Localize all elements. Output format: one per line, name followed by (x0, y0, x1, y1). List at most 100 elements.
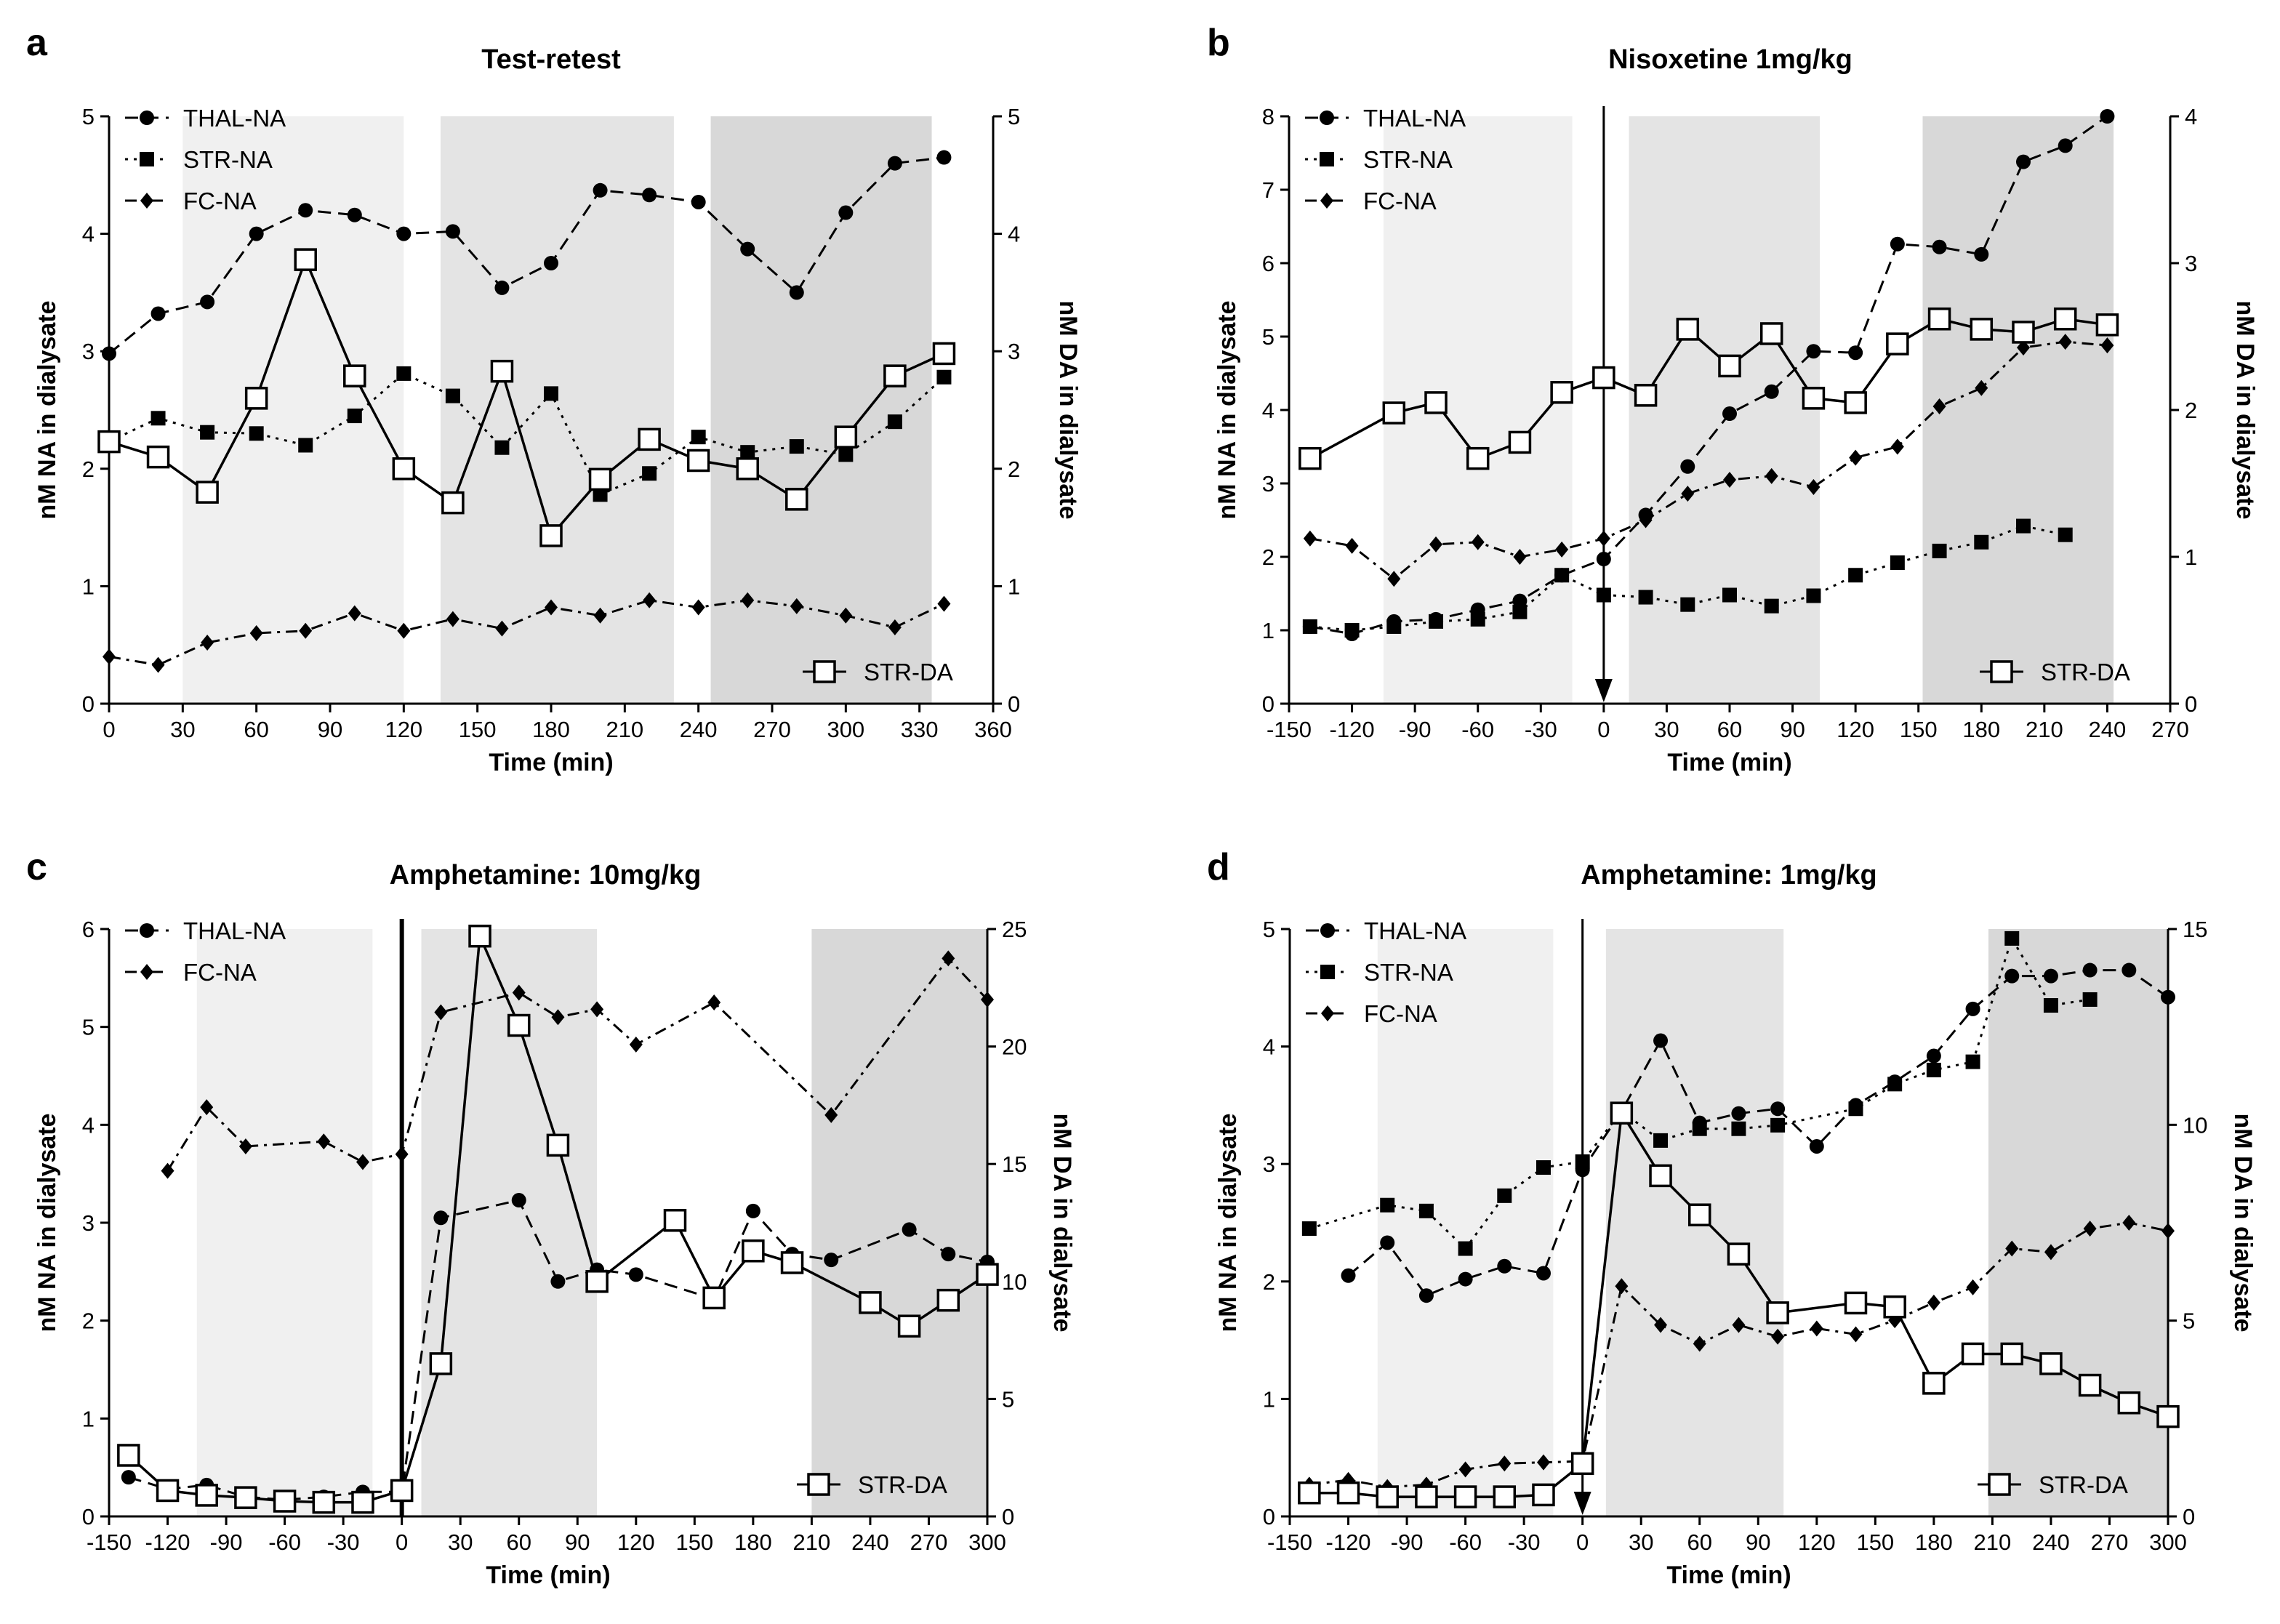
legend-label: STR-NA (1363, 146, 1453, 173)
data-point-thal-na (1965, 1001, 1980, 1016)
y-tick-label: 4 (1262, 398, 1275, 423)
y-tick-label: 2 (1262, 544, 1275, 570)
data-point-fc-na (839, 607, 853, 624)
data-point-str-da (1759, 322, 1783, 345)
y-axis-label: nM NA in dialysate (33, 300, 61, 519)
x-tick-label: 30 (448, 1529, 473, 1555)
y-tick-label: 5 (1263, 917, 1275, 942)
data-point-str-da (351, 1490, 374, 1514)
y-tick-label: 8 (1262, 104, 1275, 129)
y-tick-label: 0 (82, 691, 95, 717)
x-tick-label: 0 (396, 1529, 408, 1555)
data-point-str-da (1844, 391, 1867, 414)
x-tick-label: 210 (2026, 717, 2063, 742)
data-point-str-da (1883, 1295, 1906, 1319)
data-point-str-da (936, 1288, 960, 1312)
data-point-str-na (691, 430, 706, 445)
data-point-str-da (2039, 1352, 2063, 1375)
data-point-thal-na (2058, 138, 2073, 153)
data-point-fc-na (1849, 449, 1863, 466)
x-tick-label: 180 (1915, 1529, 1953, 1555)
data-point-thal-na (544, 256, 558, 270)
data-point-str-na (445, 388, 460, 403)
panel-letter: b (1207, 22, 1230, 64)
data-point-thal-na (1680, 459, 1695, 474)
data-point-fc-na (1303, 530, 1317, 547)
x-tick-label: 210 (1974, 1529, 2012, 1555)
x-tick-label: 90 (1746, 1529, 1770, 1555)
data-point-fc-na (1810, 1320, 1823, 1337)
data-point-fc-na (643, 592, 657, 608)
y-tick-label: 3 (1263, 1151, 1275, 1177)
y2-tick-label: 2 (2185, 398, 2197, 423)
data-point-thal-na (298, 203, 313, 218)
x-tick-label: 120 (1798, 1529, 1836, 1555)
y-tick-label: 2 (82, 1309, 95, 1334)
x-axis-label: Time (min) (486, 1561, 610, 1589)
data-point-fc-na (1429, 536, 1442, 552)
data-point-fc-na (1458, 1461, 1472, 1478)
data-point-str-da (429, 1352, 453, 1375)
y-tick-label: 4 (82, 1112, 95, 1138)
data-point-thal-na (1764, 384, 1779, 399)
data-point-fc-na (395, 1146, 409, 1162)
data-point-thal-na (494, 280, 510, 295)
legend-label: THAL-NA (1364, 917, 1466, 944)
data-point-fc-na (200, 1099, 214, 1116)
y-tick-label: 5 (82, 104, 95, 129)
x-tick-label: 0 (1597, 717, 1610, 742)
shaded-region (1988, 929, 2168, 1516)
legend-label: THAL-NA (1363, 105, 1466, 132)
data-point-fc-na (888, 619, 902, 635)
data-point-str-da (2095, 313, 2119, 337)
y2-axis-label: nM DA in dialysate (1054, 300, 1082, 519)
data-point-str-da (117, 1444, 140, 1467)
legend-label: THAL-NA (183, 105, 286, 132)
data-point-str-da (859, 1291, 882, 1314)
data-point-str-na (544, 386, 558, 401)
x-tick-label: 270 (2091, 1529, 2129, 1555)
legend-marker (140, 964, 153, 980)
data-point-fc-na (1681, 486, 1695, 502)
panel-b: -150 -120 -90 -60 -30 0 30 60 90 120 150 180 210 240 2… (1207, 22, 2259, 776)
legend-label: FC-NA (183, 188, 257, 214)
data-point-thal-na (936, 150, 952, 165)
data-point-fc-na (238, 1138, 252, 1154)
data-point-str-da (312, 1490, 336, 1514)
data-point-fc-na (1615, 1278, 1629, 1295)
x-tick-label: 210 (606, 717, 643, 742)
series-line-str-na (108, 372, 945, 497)
data-point-thal-na (121, 1470, 136, 1485)
x-tick-label: 300 (2149, 1529, 2187, 1555)
data-point-str-da (785, 488, 808, 511)
data-point-str-da (1550, 381, 1573, 404)
data-point-str-da (343, 364, 366, 387)
legend-marker (807, 1473, 830, 1496)
data-point-fc-na (707, 994, 721, 1010)
data-point-str-na (1458, 1241, 1473, 1256)
data-point-thal-na (1926, 1048, 1941, 1064)
x-tick-label: 300 (827, 717, 864, 742)
y2-tick-label: 0 (1008, 691, 1020, 717)
data-point-str-na (1848, 1101, 1863, 1117)
data-point-fc-na (2161, 1223, 2175, 1239)
data-point-fc-na (512, 984, 526, 1001)
panel-title: Amphetamine: 1mg/kg (1581, 860, 1877, 891)
data-point-str-da (273, 1490, 297, 1513)
data-point-fc-na (1975, 379, 1988, 396)
data-point-thal-na (824, 1253, 839, 1268)
data-point-thal-na (1653, 1033, 1669, 1048)
panel-d: -150 -120 -90 -60 -30 0 30 60 90 120 150 180 210 240 2… (1207, 846, 2257, 1589)
data-point-thal-na (902, 1222, 917, 1237)
data-point-fc-na (1693, 1335, 1706, 1352)
data-point-fc-na (1890, 438, 1904, 455)
data-point-str-na (1429, 614, 1443, 629)
data-point-fc-na (1966, 1279, 1980, 1295)
panel-letter: c (26, 846, 47, 888)
x-tick-label: 90 (565, 1529, 590, 1555)
legend-label: STR-NA (1364, 959, 1453, 986)
data-point-fc-na (2044, 1244, 2058, 1261)
data-point-thal-na (1722, 406, 1737, 422)
data-point-str-na (2004, 930, 2020, 946)
data-point-fc-na (1555, 541, 1569, 558)
